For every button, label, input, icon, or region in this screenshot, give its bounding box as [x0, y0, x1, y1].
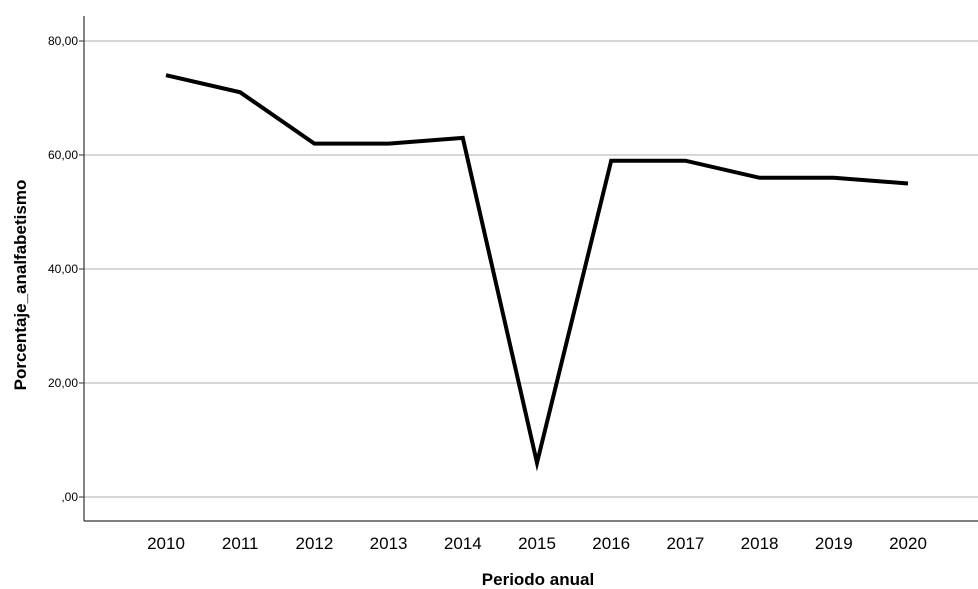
- x-tick-label: 2016: [592, 534, 630, 553]
- x-tick-label: 2020: [889, 534, 927, 553]
- x-tick-label: 2015: [518, 534, 556, 553]
- y-axis-title: Porcentaje_analfabetismo: [11, 180, 30, 391]
- x-tick-label: 2014: [444, 534, 482, 553]
- gridlines: [84, 40, 978, 498]
- x-tick-label: 2011: [222, 534, 259, 553]
- x-tick-label: 2017: [666, 534, 704, 553]
- x-tick-label: 2018: [741, 534, 779, 553]
- y-tick-label: 20,00: [48, 376, 78, 390]
- y-tick-label: 60,00: [48, 148, 78, 162]
- x-tick-label: 2012: [295, 534, 333, 553]
- series-line: [165, 73, 909, 472]
- y-tick-label: 40,00: [48, 262, 78, 276]
- y-tick-labels: ,00 20,00 40,00 60,00 80,00: [48, 34, 84, 504]
- y-tick-label: ,00: [61, 490, 78, 504]
- series-layer: [165, 73, 909, 472]
- y-tick-label: 80,00: [48, 34, 78, 48]
- x-tick-label: 2013: [370, 534, 408, 553]
- x-axis-title: Periodo anual: [482, 570, 594, 589]
- x-tick-label: 2010: [147, 534, 185, 553]
- x-tick-label: 2019: [815, 534, 853, 553]
- x-tick-labels: 2010 2011 2012 2013 2014 2015 2016 2017 2018 2019…: [147, 534, 927, 553]
